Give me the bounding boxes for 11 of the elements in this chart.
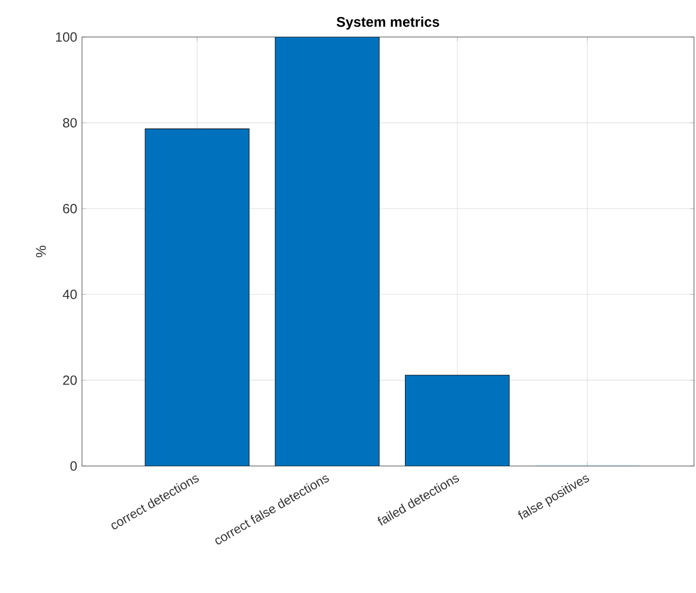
- bar: [144, 128, 250, 466]
- y-axis-title: %: [36, 246, 46, 258]
- bar: [274, 36, 380, 466]
- chart-title: System metrics: [336, 16, 440, 30]
- y-tick-label: 0: [70, 461, 77, 471]
- y-tick-label: 20: [63, 375, 77, 385]
- y-tick-label: 60: [63, 204, 77, 214]
- y-tick-label: 100: [56, 32, 77, 42]
- bar: [404, 374, 510, 466]
- y-tick-label: 40: [62, 290, 77, 300]
- y-tick-label: 80: [63, 118, 77, 128]
